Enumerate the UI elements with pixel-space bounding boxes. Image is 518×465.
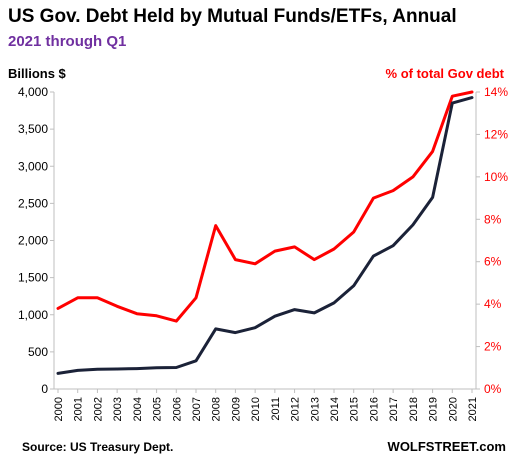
brand-label: WOLFSTREET.com (387, 439, 506, 454)
y-right-tick-label: 8% (484, 212, 502, 226)
x-tick-label: 2006 (171, 397, 183, 421)
y-left-tick-label: 3,500 (18, 122, 48, 136)
x-tick-label: 2014 (329, 397, 341, 421)
x-tick-label: 2016 (368, 397, 380, 421)
y-left-tick-label: 1,500 (18, 271, 48, 285)
y-left-tick-label: 3,000 (18, 159, 48, 173)
x-tick-label: 2004 (132, 397, 144, 421)
y-right-tick-label: 14% (484, 85, 508, 99)
x-tick-label: 2007 (191, 397, 203, 421)
y-left-tick-label: 2,000 (18, 234, 48, 248)
x-tick-label: 2011 (270, 397, 282, 421)
y-right-tick-label: 6% (484, 255, 502, 269)
chart-subtitle: 2021 through Q1 (8, 33, 127, 50)
x-tick-label: 2002 (92, 397, 104, 421)
y-right-tick-label: 4% (484, 297, 502, 311)
x-tick-label: 2010 (250, 397, 262, 421)
x-tick-label: 2009 (230, 397, 242, 421)
x-tick-label: 2008 (211, 397, 223, 421)
y-left-tick-label: 0 (41, 382, 48, 396)
y-right-tick-label: 2% (484, 340, 502, 354)
source-note: Source: US Treasury Dept. (22, 440, 174, 454)
y-left-tick-label: 1,000 (18, 308, 48, 322)
y-left-tick-label: 500 (28, 345, 48, 359)
y-left-tick-label: 2,500 (18, 196, 48, 210)
x-tick-label: 2020 (447, 397, 459, 421)
x-tick-label: 2013 (309, 397, 321, 421)
y-left-tick-label: 4,000 (18, 85, 48, 99)
x-tick-label: 2017 (388, 397, 400, 421)
x-tick-label: 2001 (73, 397, 85, 421)
x-tick-label: 2015 (349, 397, 361, 421)
y-right-tick-label: 10% (484, 170, 508, 184)
series-line-percent-of-total (56, 90, 474, 323)
y-right-tick-label: 12% (484, 127, 508, 141)
y-right-tick-label: 0% (484, 382, 502, 396)
y-axis-right-label: % of total Gov debt (385, 66, 504, 81)
x-tick-label: 2005 (152, 397, 164, 421)
y-axis-left-label: Billions $ (8, 66, 66, 81)
x-tick-label: 2018 (408, 397, 420, 421)
x-tick-label: 2012 (290, 397, 302, 421)
x-tick-label: 2021 (467, 397, 479, 421)
x-tick-label: 2019 (428, 397, 440, 421)
x-tick-label: 2003 (112, 397, 124, 421)
x-tick-label: 2000 (53, 397, 65, 421)
chart-title: US Gov. Debt Held by Mutual Funds/ETFs, … (8, 6, 457, 27)
series-line-billions (56, 96, 474, 375)
